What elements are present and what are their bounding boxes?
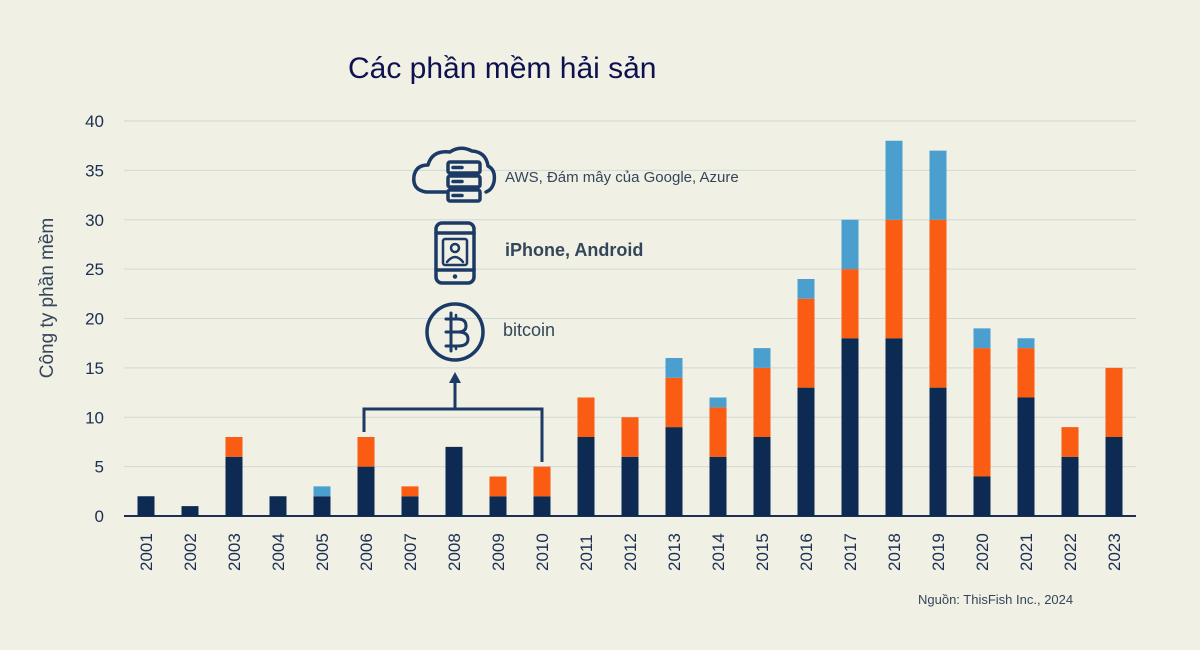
- bitcoin-icon: [425, 302, 485, 362]
- bar-segment-2015-s1: [753, 437, 771, 516]
- bar-segment-2020-s2: [973, 348, 991, 477]
- bar-segment-2019-s3: [929, 150, 947, 220]
- y-tick-label: 30: [85, 211, 104, 230]
- x-tick-label: 2009: [489, 533, 508, 571]
- bar-segment-2014-s1: [709, 456, 727, 516]
- bar-segment-2002-s1: [181, 506, 199, 516]
- bar-segment-2011-s2: [577, 397, 595, 437]
- bar-segment-2020-s1: [973, 476, 991, 516]
- x-tick-label: 2008: [445, 533, 464, 571]
- cloud-server-icon: [412, 146, 497, 203]
- bar-segment-2006-s2: [357, 437, 375, 467]
- x-tick-label: 2007: [401, 533, 420, 571]
- bar-segment-2017-s2: [841, 269, 859, 339]
- bar-segment-2018-s3: [885, 140, 903, 220]
- bar-segment-2007-s2: [401, 486, 419, 497]
- y-tick-label: 40: [85, 112, 104, 131]
- x-tick-label: 2002: [181, 533, 200, 571]
- bar-segment-2019-s1: [929, 387, 947, 516]
- y-tick-label: 5: [95, 458, 104, 477]
- bar-segment-2017-s3: [841, 219, 859, 270]
- x-tick-label: 2016: [797, 533, 816, 571]
- x-tick-label: 2011: [577, 534, 596, 571]
- bar-segment-2004-s1: [269, 496, 287, 516]
- bar-segment-2008-s1: [445, 446, 463, 516]
- bar-segment-2005-s1: [313, 496, 331, 516]
- bar-segment-2006-s1: [357, 466, 375, 516]
- y-tick-label: 15: [85, 359, 104, 378]
- bar-segment-2021-s1: [1017, 397, 1035, 516]
- x-tick-label: 2020: [973, 533, 992, 571]
- bar-segment-2021-s3: [1017, 338, 1035, 349]
- bar-segment-2014-s3: [709, 397, 727, 408]
- x-tick-label: 2019: [929, 533, 948, 571]
- bar-segment-2017-s1: [841, 338, 859, 516]
- bar-segment-2010-s1: [533, 496, 551, 516]
- source-note: Nguồn: ThisFish Inc., 2024: [918, 592, 1074, 607]
- x-tick-label: 2001: [137, 533, 156, 571]
- x-tick-label: 2012: [621, 533, 640, 571]
- bar-segment-2015-s2: [753, 367, 771, 437]
- y-tick-label: 20: [85, 310, 104, 329]
- annotation-mobile-label: iPhone, Android: [505, 240, 643, 260]
- y-tick-label: 25: [85, 260, 104, 279]
- bar-segment-2007-s1: [401, 496, 419, 516]
- bar-segment-2019-s2: [929, 219, 947, 388]
- x-tick-label: 2010: [533, 533, 552, 571]
- bar-segment-2009-s1: [489, 496, 507, 516]
- bar-segment-2013-s2: [665, 377, 683, 428]
- annotation-bracket: [362, 380, 544, 462]
- x-tick-label: 2006: [357, 533, 376, 571]
- y-tick-label: 0: [95, 507, 104, 526]
- bar-segment-2016-s1: [797, 387, 815, 516]
- annotation-cloud-label: AWS, Đám mây của Google, Azure: [505, 169, 739, 186]
- x-tick-label: 2015: [753, 533, 772, 571]
- bar-segment-2022-s2: [1061, 427, 1079, 457]
- x-tick-label: 2018: [885, 533, 904, 571]
- y-tick-label: 35: [85, 161, 104, 180]
- bar-segment-2018-s2: [885, 219, 903, 339]
- x-tick-label: 2023: [1105, 533, 1124, 571]
- x-tick-label: 2013: [665, 533, 684, 571]
- bar-segment-2001-s1: [137, 496, 155, 516]
- x-tick-label: 2022: [1061, 533, 1080, 571]
- bar-segment-2013-s3: [665, 358, 683, 378]
- x-ticks-layer: 2001 2002 2003 2004 2005 2006 2007 2008 2009 2010…: [137, 533, 1124, 571]
- bar-segment-2009-s2: [489, 476, 507, 497]
- bar-segment-2014-s2: [709, 407, 727, 457]
- bar-segment-2015-s3: [753, 348, 771, 368]
- bar-segment-2013-s1: [665, 427, 683, 516]
- annotation-crypto-label: bitcoin: [503, 320, 555, 340]
- bar-segment-2003-s2: [225, 437, 243, 457]
- x-tick-label: 2004: [269, 533, 288, 571]
- x-tick-label: 2014: [709, 533, 728, 571]
- x-tick-label: 2003: [225, 533, 244, 571]
- bar-segment-2010-s2: [533, 466, 551, 497]
- arrow-head: [449, 372, 461, 383]
- bar-segment-2003-s1: [225, 456, 243, 516]
- x-tick-label: 2005: [313, 533, 332, 571]
- bar-segment-2023-s1: [1105, 437, 1123, 516]
- x-tick-label: 2021: [1017, 533, 1036, 571]
- y-ticks-layer: 0 5 10 15 20 25 30 35 40: [85, 112, 104, 526]
- bar-segment-2012-s2: [621, 417, 639, 457]
- bar-segment-2020-s3: [973, 328, 991, 349]
- x-tick-label: 2017: [841, 533, 860, 571]
- bar-segment-2022-s1: [1061, 456, 1079, 516]
- bar-segment-2016-s3: [797, 279, 815, 299]
- bars-layer: [137, 140, 1123, 516]
- chart-title: Các phần mềm hải sản: [348, 52, 657, 85]
- bar-segment-2005-s3: [313, 486, 331, 497]
- smartphone-icon: [434, 221, 476, 285]
- bar-segment-2023-s2: [1105, 367, 1123, 437]
- bar-segment-2021-s2: [1017, 348, 1035, 398]
- bar-segment-2018-s1: [885, 338, 903, 516]
- bar-segment-2012-s1: [621, 456, 639, 516]
- bar-segment-2011-s1: [577, 437, 595, 516]
- bar-segment-2016-s2: [797, 298, 815, 388]
- y-tick-label: 10: [85, 408, 104, 427]
